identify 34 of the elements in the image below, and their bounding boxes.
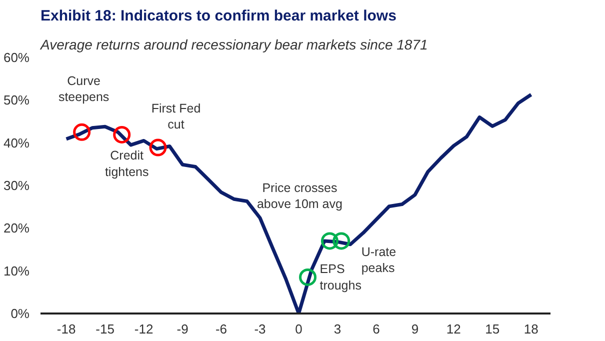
x-tick-label: -6 (215, 322, 228, 336)
annotation: Credit tightens (104, 148, 149, 179)
point (73, 123, 91, 141)
annotation: U-rate peaks (361, 244, 396, 276)
x-tick-label: 3 (334, 322, 342, 336)
chart-subtitle: Average returns around recessionary bear markets since 1871 (40, 36, 428, 52)
y-tick-label: 60% (3, 50, 30, 65)
y-tick-label: 50% (3, 92, 30, 108)
y-tick-label: 0% (10, 306, 30, 321)
y-tick-label: 40% (3, 135, 30, 150)
x-tick-label: 12 (446, 322, 461, 336)
x-tick-label: 9 (411, 322, 419, 336)
x-tick-label: -3 (254, 322, 266, 336)
x-tick-label: -15 (96, 322, 114, 336)
x-tick-label: -12 (134, 322, 154, 336)
x-tick-label: 15 (485, 322, 500, 336)
x-tick-label: 18 (524, 322, 538, 336)
chart-title: Exhibit 18: Indicators to confirm bear market lows (40, 8, 396, 24)
x-tick-label: -9 (176, 322, 188, 336)
y-tick-label: 30% (3, 178, 30, 193)
x-tick-label: 6 (372, 322, 380, 336)
x-tick-label: -18 (56, 322, 76, 336)
annotation: Price crosses above 10m avg (256, 180, 342, 211)
point (149, 138, 167, 156)
point (299, 268, 317, 286)
point (332, 232, 350, 250)
annotation: First Fed cut (151, 101, 201, 132)
point (320, 232, 338, 250)
y-tick-label: 10% (3, 263, 30, 278)
annotation: EPS troughs (320, 262, 362, 292)
x-tick-label: 0 (295, 322, 302, 336)
annotation: Curve steepens (58, 74, 110, 104)
point (113, 126, 131, 144)
y-tick-label: 20% (3, 220, 30, 236)
